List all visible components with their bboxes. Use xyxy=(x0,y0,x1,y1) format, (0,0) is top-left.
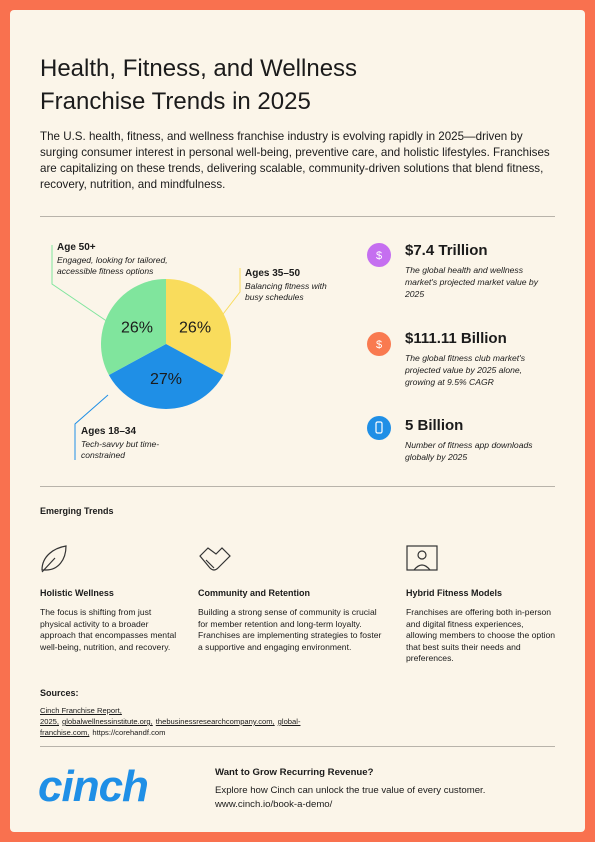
phone-icon xyxy=(375,421,383,434)
pie-label: Age 50+ Engaged, looking for tailored, a… xyxy=(57,242,197,277)
value-label: 26% xyxy=(179,320,211,337)
trend-text: Building a strong sense of community is … xyxy=(198,607,382,652)
source[interactable]: Cinch Franchise Report, 2025, xyxy=(40,706,122,726)
intro: The U.S. health, fitness, and wellness f… xyxy=(40,130,550,191)
divider xyxy=(40,746,555,747)
pie-label: Ages 18–34 Tech-savvy but time-constrain… xyxy=(81,426,181,461)
leader-line xyxy=(219,268,241,319)
trend-title: Holistic Wellness xyxy=(40,588,114,598)
pie-slice xyxy=(100,279,166,375)
pie-slice xyxy=(108,344,224,410)
category: Ages 35–50 xyxy=(245,268,301,279)
leader-line xyxy=(51,245,109,323)
stat: $111.11 Billion The global fitness club … xyxy=(405,330,550,388)
stat-value: $7.4 Trillion xyxy=(405,242,488,259)
description: Balancing fitness with busy schedules xyxy=(245,281,327,302)
section-title: Emerging Trends xyxy=(40,506,114,516)
divider xyxy=(40,216,555,217)
stat-icon-glyph: $ xyxy=(376,250,382,262)
value-label: 27% xyxy=(150,371,182,388)
card xyxy=(10,10,585,832)
stat-value: $111.11 Billion xyxy=(405,330,507,347)
source[interactable]: https://corehandf.com xyxy=(92,728,166,737)
screen-icon xyxy=(406,545,438,571)
stat-text: The global fitness club market's project… xyxy=(405,353,526,387)
cta-text: Explore how Cinch can unlock the true va… xyxy=(215,784,486,796)
value-label: 26% xyxy=(121,320,153,337)
divider xyxy=(40,486,555,487)
description: Engaged, looking for tailored, accessibl… xyxy=(57,255,168,276)
trend-title: Community and Retention xyxy=(198,588,310,598)
cta-title: Want to Grow Recurring Revenue? xyxy=(215,767,374,778)
sources-title: Sources: xyxy=(40,688,79,698)
title: Health, Fitness, and Wellness Franchise … xyxy=(40,55,358,115)
leader-line xyxy=(74,394,109,460)
trend-title: Hybrid Fitness Models xyxy=(406,588,503,598)
stat-icon-glyph: $ xyxy=(376,339,382,351)
source[interactable]: global-franchise.com, xyxy=(40,717,301,737)
description: Tech-savvy but time-constrained xyxy=(81,439,160,460)
pie-slice xyxy=(166,279,232,375)
stat-text: The global health and wellness market's … xyxy=(405,265,538,299)
trend: Community and Retention Building a stron… xyxy=(198,588,383,653)
handshake-icon xyxy=(199,547,231,571)
stat-text: Number of fitness app downloads globally… xyxy=(405,440,533,462)
trend: Hybrid Fitness Models Franchises are off… xyxy=(406,588,556,665)
pie-label: Ages 35–50 Balancing fitness with busy s… xyxy=(245,268,345,303)
source[interactable]: thebusinessresearchcompany.com, xyxy=(155,717,275,726)
stat: 5 Billion Number of fitness app download… xyxy=(405,417,550,463)
stat: $7.4 Trillion The global health and well… xyxy=(405,242,550,300)
category: Age 50+ xyxy=(57,242,96,253)
stat-value: 5 Billion xyxy=(405,417,464,434)
sources-list: Cinch Franchise Report, 2025, globalwelln… xyxy=(40,705,370,738)
leaf-icon xyxy=(41,545,67,573)
screen-icon-head xyxy=(417,550,427,560)
trend: Holistic Wellness The focus is shifting … xyxy=(40,588,180,653)
trend-icons xyxy=(41,545,438,573)
stat-icon xyxy=(367,243,391,267)
category: Ages 18–34 xyxy=(81,426,137,437)
cta: Want to Grow Recurring Revenue? Explore … xyxy=(215,766,485,813)
stat-icon xyxy=(367,332,391,356)
logo: cinch xyxy=(38,762,149,811)
stat-icon xyxy=(367,416,391,440)
trend-text: The focus is shifting from just physical… xyxy=(40,607,177,652)
source[interactable]: globalwellnessinstitute.org, xyxy=(62,717,153,726)
trend-text: Franchises are offering both in-person a… xyxy=(406,607,556,663)
screen-icon-body xyxy=(413,564,431,571)
cta-url[interactable]: www.cinch.io/book-a-demo/ xyxy=(215,799,333,810)
